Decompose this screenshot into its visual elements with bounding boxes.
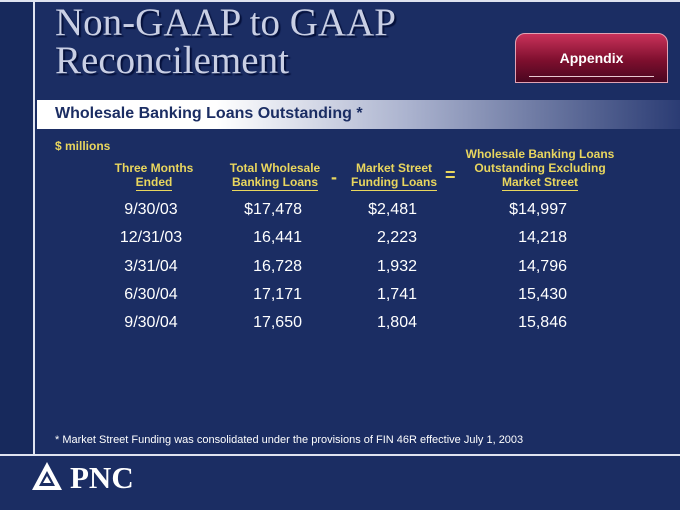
cell-market-street: 1,804: [376, 314, 417, 331]
table-row: 3/31/04 16,728 1,932 14,796: [0, 258, 680, 280]
cell-excluding: 15,430: [518, 286, 567, 303]
cell-total: 16,728: [253, 258, 302, 275]
subtitle-bar: Wholesale Banking Loans Outstanding *: [37, 100, 680, 129]
header-excluding-line-3: Market Street: [501, 175, 579, 191]
header-total: Total Wholesale Banking Loans: [220, 161, 330, 191]
header-total-line-1: Total Wholesale: [229, 161, 321, 175]
table-row: 12/31/03 16,441 2,223 14,218: [0, 229, 680, 251]
title-line-2: Reconcilement: [55, 39, 289, 82]
bottom-rule: [0, 454, 680, 456]
units-label: $ millions: [55, 139, 111, 153]
cell-excluding: 15,846: [518, 314, 567, 331]
table-row: 6/30/04 17,171 1,741 15,430: [0, 286, 680, 308]
appendix-tab: Appendix: [515, 33, 668, 83]
left-rule: [33, 0, 35, 454]
cell-date: 6/30/04: [124, 286, 178, 303]
header-excluding-line-1: Wholesale Banking Loans: [465, 147, 615, 161]
header-market-street-line-2: Funding Loans: [351, 175, 437, 191]
cell-total: $17,478: [244, 201, 302, 218]
header-market-street: Market Street Funding Loans: [344, 161, 444, 191]
table-row: 9/30/04 17,650 1,804 15,846: [0, 314, 680, 336]
appendix-label: Appendix: [559, 50, 624, 66]
cell-market-street: 1,741: [376, 286, 417, 303]
left-stripe: [0, 0, 34, 454]
cell-market-street: 1,932: [376, 258, 417, 275]
cell-date: 3/31/04: [124, 258, 178, 275]
cell-market-street: $2,481: [368, 201, 417, 218]
header-total-line-2: Banking Loans: [231, 175, 318, 191]
cell-excluding: 14,218: [518, 229, 567, 246]
top-rule: [0, 0, 680, 2]
cell-market-street: 2,223: [376, 229, 417, 246]
pnc-triangle-icon: [32, 462, 62, 490]
header-excluding-line-2: Outstanding Excluding: [474, 161, 606, 175]
table-row: 9/30/03 $17,478 $2,481 $14,997: [0, 201, 680, 223]
logo-text: PNC: [70, 460, 134, 495]
cell-total: 17,171: [253, 286, 302, 303]
appendix-underline: [529, 76, 654, 77]
footnote: * Market Street Funding was consolidated…: [55, 434, 524, 446]
cell-date: 9/30/03: [124, 201, 178, 218]
cell-date: 9/30/04: [124, 314, 178, 331]
cell-excluding: 14,796: [518, 258, 567, 275]
title-line-1: Non-GAAP to GAAP: [55, 1, 396, 44]
header-date-line-1: Three Months: [114, 161, 194, 175]
minus-operator: -: [331, 167, 337, 187]
header-date: Three Months Ended: [102, 161, 206, 191]
section-subtitle: Wholesale Banking Loans Outstanding *: [55, 105, 363, 122]
cell-excluding: $14,997: [509, 201, 567, 218]
header-market-street-line-1: Market Street: [355, 161, 433, 175]
page-title: Non-GAAP to GAAP Reconcilement: [55, 1, 396, 82]
cell-total: 17,650: [253, 314, 302, 331]
equals-operator: =: [445, 165, 456, 185]
header-excluding: Wholesale Banking Loans Outstanding Excl…: [455, 147, 625, 191]
header-date-line-2: Ended: [135, 175, 173, 191]
cell-date: 12/31/03: [119, 229, 183, 246]
cell-total: 16,441: [253, 229, 302, 246]
